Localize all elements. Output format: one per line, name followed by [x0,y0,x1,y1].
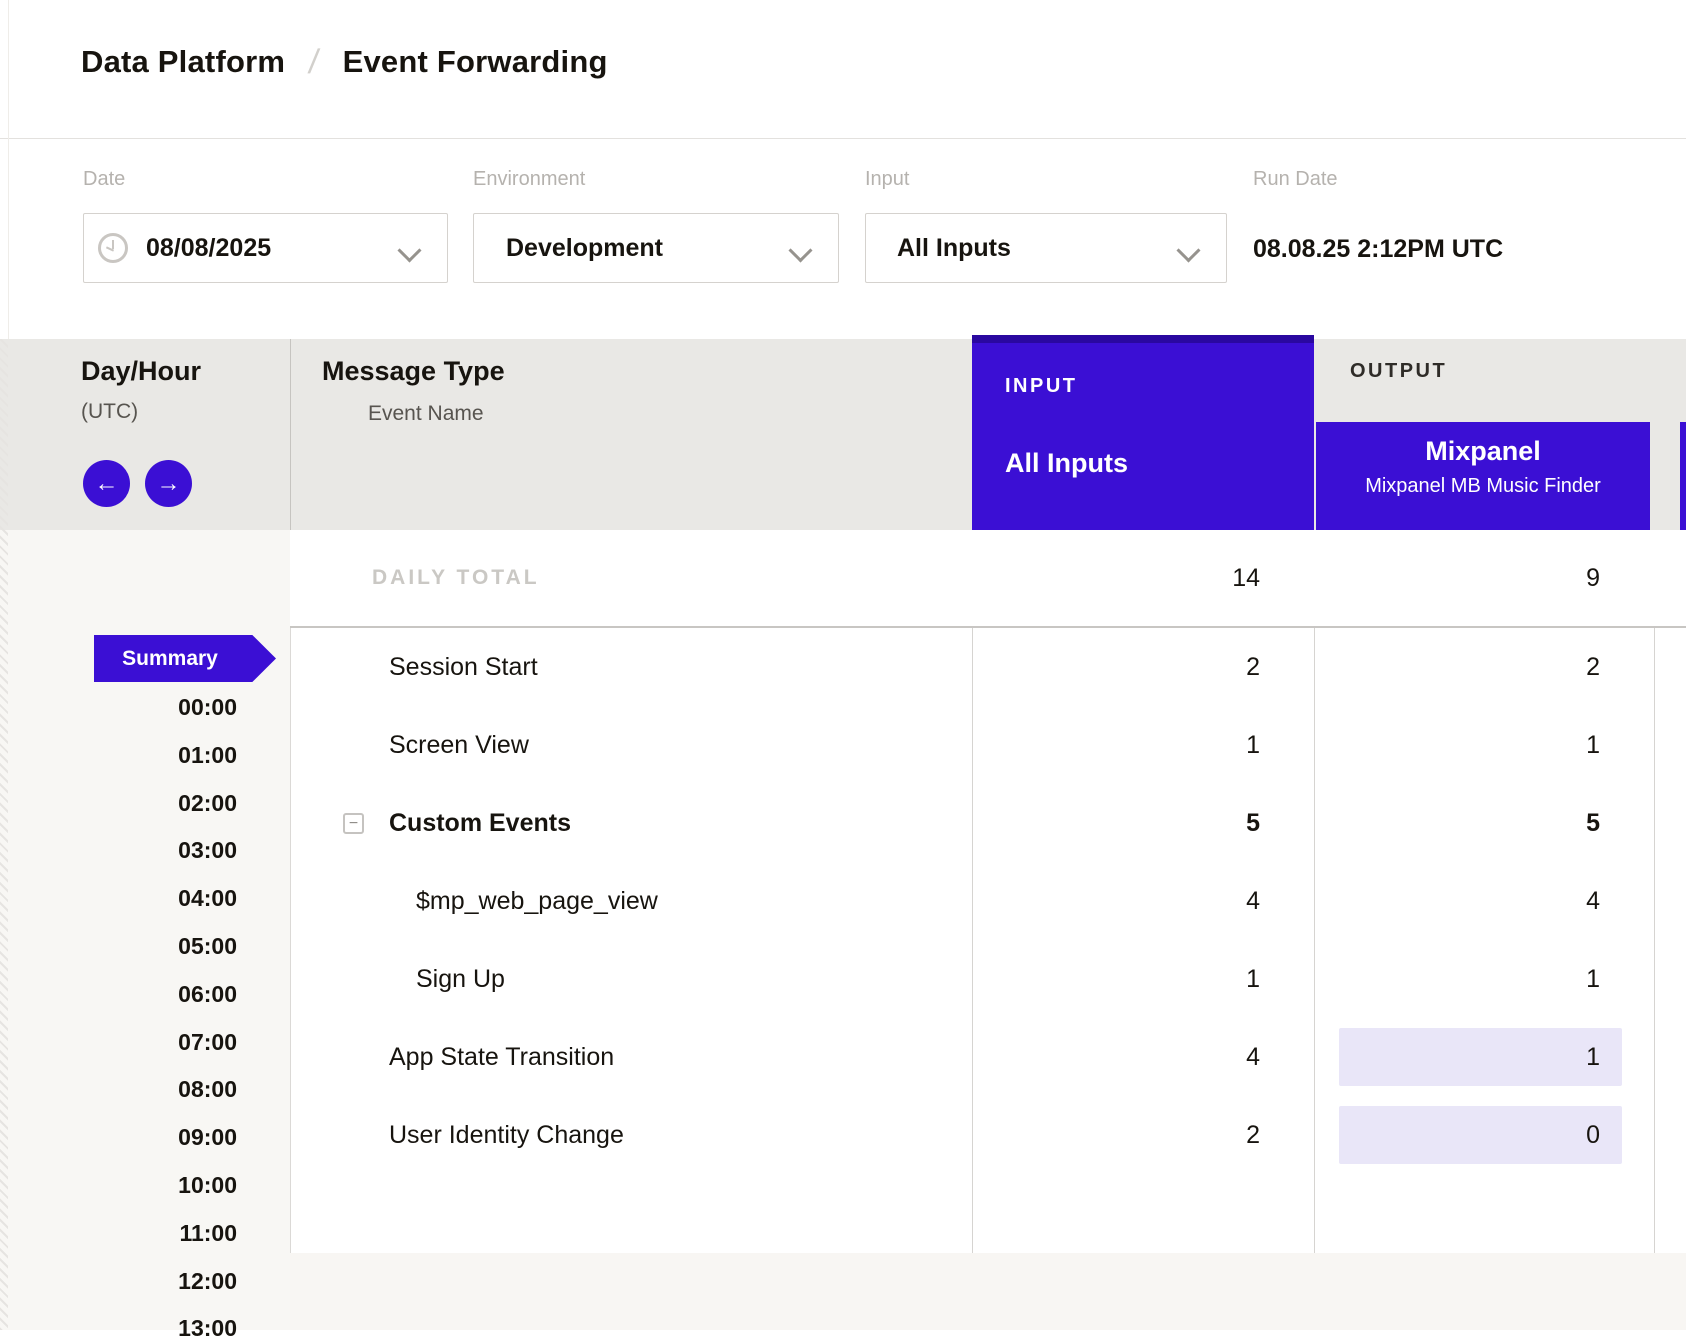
event-name: Screen View [389,706,529,784]
event-name: Session Start [389,628,538,706]
previous-day-button[interactable]: ← [83,460,130,507]
hour-row-03[interactable]: 03:00 [0,837,237,865]
hour-row-05[interactable]: 05:00 [0,933,237,961]
environment-select[interactable]: Development [473,213,839,283]
arrow-right-icon: → [157,470,181,497]
input-select-value: All Inputs [897,234,1011,263]
table-row: App State Transition 4 1 [290,1018,1686,1096]
hour-row-13[interactable]: 13:00 [0,1315,237,1343]
input-value: 1 [972,940,1260,1018]
filter-bar: Date Environment Input Run Date 08/08/20… [0,139,1686,339]
input-filter-label: Input [865,168,909,191]
date-select-value: 08/08/2025 [146,234,271,263]
breadcrumb-section[interactable]: Data Platform [81,44,285,80]
event-name: Sign Up [416,940,505,1018]
hour-row-08[interactable]: 08:00 [0,1076,237,1104]
event-name: User Identity Change [389,1096,624,1174]
output-value: 1 [1586,1028,1600,1086]
table-row: Screen View 1 1 [290,706,1686,784]
input-column-name: All Inputs [1005,448,1128,479]
event-name: Custom Events [389,784,571,862]
run-date-label: Run Date [1253,168,1338,191]
arrow-left-icon: ← [95,470,119,497]
environment-filter-label: Environment [473,168,585,191]
daily-total-input-value: 14 [972,530,1260,626]
next-output-column-partial [1680,422,1686,530]
output-column-subtitle: Mixpanel MB Music Finder [1316,475,1650,498]
breadcrumb-separator: / [306,43,321,82]
message-type-column-subtitle: Event Name [368,402,484,426]
hour-row-10[interactable]: 10:00 [0,1172,237,1200]
input-column-header[interactable]: INPUT All Inputs [972,335,1314,530]
output-value: 5 [1316,784,1600,862]
event-name: $mp_web_page_view [416,862,658,940]
hour-row-12[interactable]: 12:00 [0,1268,237,1296]
environment-select-value: Development [506,234,663,263]
highlighted-cell: 0 [1339,1106,1622,1164]
daily-total-output-value: 9 [1316,530,1600,626]
output-section-label: OUTPUT [1350,360,1447,383]
input-value: 2 [972,628,1260,706]
message-type-column-title: Message Type [322,356,505,387]
day-hour-column-subtitle: (UTC) [81,400,138,424]
hour-row-09[interactable]: 09:00 [0,1124,237,1152]
hour-row-04[interactable]: 04:00 [0,885,237,913]
clock-icon [98,233,128,263]
daily-total-row: DAILY TOTAL 14 9 [290,530,1686,628]
chevron-down-icon [790,240,812,262]
output-value: 1 [1316,706,1600,784]
output-value: 4 [1316,862,1600,940]
input-value: 4 [972,862,1260,940]
minus-glyph: − [349,815,358,832]
highlighted-cell: 1 [1339,1028,1622,1086]
breadcrumb: Data Platform / Event Forwarding [81,42,608,82]
chevron-down-icon [1178,240,1200,262]
date-select[interactable]: 08/08/2025 [83,213,448,283]
output-value: 2 [1316,628,1600,706]
hour-row-00[interactable]: 00:00 [0,694,237,722]
hour-row-06[interactable]: 06:00 [0,981,237,1009]
left-edge-line [8,0,9,339]
input-value: 5 [972,784,1260,862]
output-column-header[interactable]: Mixpanel Mixpanel MB Music Finder [1316,422,1650,530]
event-name: App State Transition [389,1018,614,1096]
hour-row-01[interactable]: 01:00 [0,742,237,770]
page-title: Event Forwarding [343,44,608,80]
hour-row-11[interactable]: 11:00 [0,1220,237,1248]
chevron-down-icon [399,240,421,262]
output-value: 1 [1316,940,1600,1018]
next-day-button[interactable]: → [145,460,192,507]
table-row: − Custom Events 5 5 [290,784,1686,862]
day-hour-column-title: Day/Hour [81,356,201,387]
hour-row-02[interactable]: 02:00 [0,790,237,818]
collapse-icon[interactable]: − [343,813,364,834]
summary-row-selector[interactable]: Summary [94,635,276,682]
input-value: 1 [972,706,1260,784]
table-row: Sign Up 1 1 [290,940,1686,1018]
table-row: User Identity Change 2 0 [290,1096,1686,1174]
output-value: 0 [1586,1106,1600,1164]
daily-total-label: DAILY TOTAL [372,530,540,626]
input-select[interactable]: All Inputs [865,213,1227,283]
input-value: 2 [972,1096,1260,1174]
output-column-name: Mixpanel [1316,436,1650,467]
hour-row-07[interactable]: 07:00 [0,1029,237,1057]
top-bar: Data Platform / Event Forwarding [0,0,1686,139]
run-date-value: 08.08.25 2:12PM UTC [1253,235,1503,264]
table-row: $mp_web_page_view 4 4 [290,862,1686,940]
table-row: Session Start 2 2 [290,628,1686,706]
input-section-label: INPUT [1005,375,1078,398]
input-value: 4 [972,1018,1260,1096]
date-filter-label: Date [83,168,125,191]
table-footer-band [290,1253,1686,1330]
